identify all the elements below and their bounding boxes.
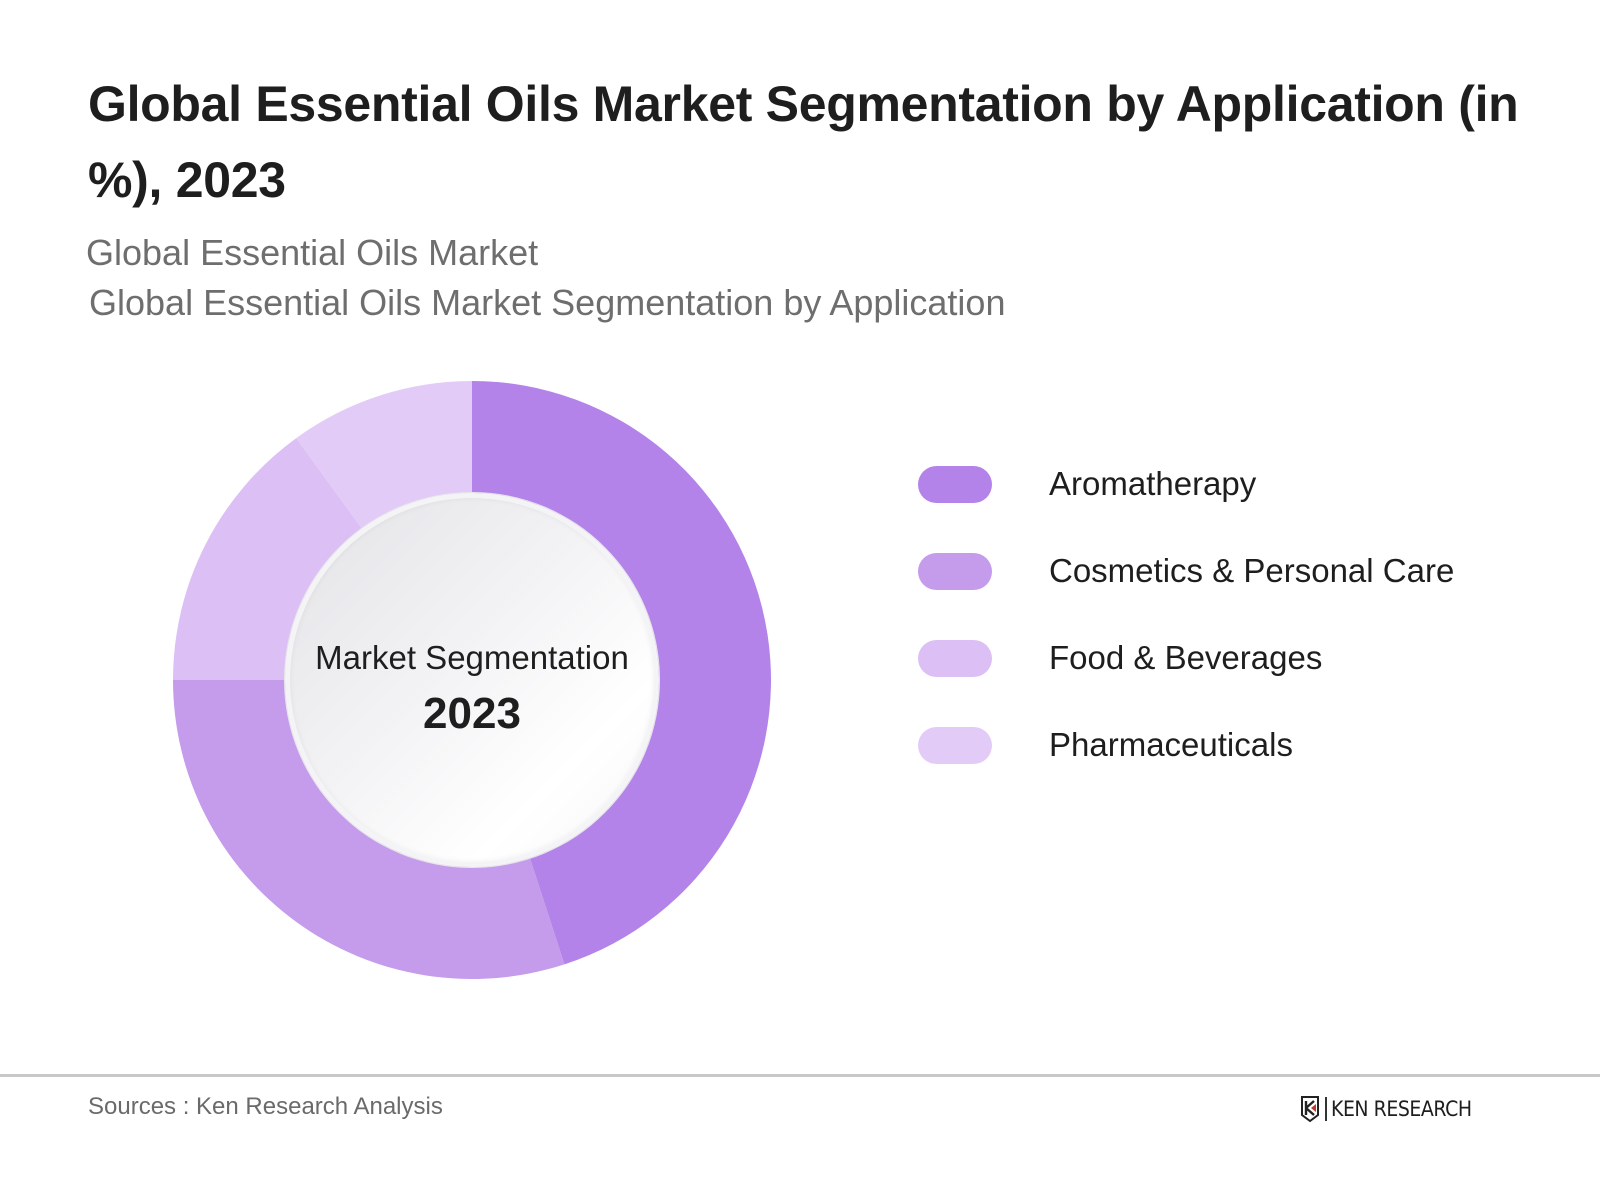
donut-slice-pharmaceuticals	[296, 381, 472, 535]
sources-note: Sources : Ken Research Analysis	[88, 1093, 443, 1120]
legend-swatch-icon	[918, 466, 992, 503]
donut-center-year: 2023	[423, 689, 521, 738]
donut-slice-aromatherapy	[472, 381, 771, 965]
legend-item-aromatherapy: Aromatherapy	[918, 464, 1518, 504]
legend-item-food-beverages: Food & Beverages	[918, 638, 1518, 678]
donut-center-label: Market Segmentation	[315, 639, 629, 676]
legend-item-cosmetics: Cosmetics & Personal Care	[918, 551, 1518, 591]
footer-divider	[0, 1074, 1600, 1077]
legend-label: Food & Beverages	[1049, 639, 1323, 676]
chart-title: Global Essential Oils Market Segmentatio…	[88, 76, 1519, 208]
logo-text: KEN RESEARCH	[1331, 1097, 1472, 1121]
ken-research-logo: KEN RESEARCH	[1300, 1094, 1487, 1124]
legend-swatch-icon	[918, 727, 992, 764]
donut-chart: Market Segmentation 2023	[172, 380, 772, 980]
chart-subtitle-segmentation: Global Essential Oils Market Segmentatio…	[89, 282, 1006, 323]
chart-subtitle-market: Global Essential Oils Market	[86, 232, 539, 273]
legend-swatch-icon	[918, 553, 992, 590]
legend-swatch-icon	[918, 640, 992, 677]
legend-label: Pharmaceuticals	[1049, 726, 1293, 763]
ken-research-k-logo-icon	[1301, 1096, 1319, 1123]
logo-separator	[1325, 1097, 1327, 1121]
legend-label: Aromatherapy	[1049, 465, 1257, 502]
donut-slice-food-beverages	[173, 438, 367, 680]
legend-item-pharmaceuticals: Pharmaceuticals	[918, 725, 1518, 765]
legend-label: Cosmetics & Personal Care	[1049, 552, 1455, 589]
donut-center-disc	[285, 493, 659, 867]
